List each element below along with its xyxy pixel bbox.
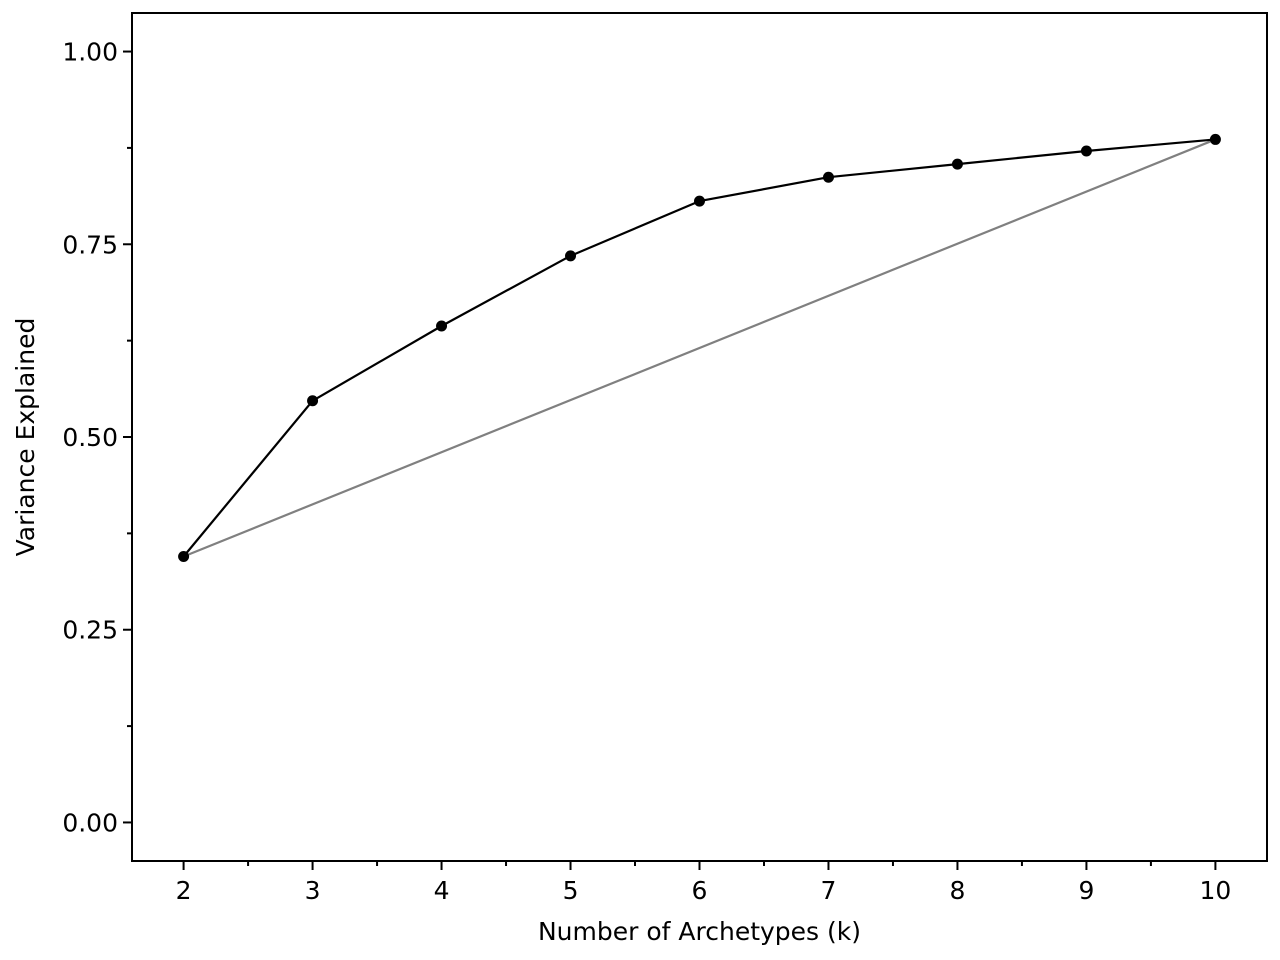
x-tick-label: 4 (434, 876, 450, 905)
data-point (951, 158, 963, 170)
y-tick-label: 0.75 (62, 230, 118, 259)
x-axis-ticks: 2 3 4 5 6 7 8 9 10 (176, 861, 1232, 905)
x-tick-label: 8 (950, 876, 966, 905)
data-point (822, 171, 834, 183)
y-tick-label: 0.25 (62, 616, 118, 645)
series-line-reference (182, 138, 1217, 558)
x-tick-label: 5 (563, 876, 579, 905)
y-axis-ticks: 0.00 0.25 0.50 0.75 1.00 (62, 38, 132, 837)
data-point (178, 550, 190, 562)
x-tick-label: 10 (1200, 876, 1232, 905)
data-point (1209, 133, 1221, 145)
data-point (565, 250, 577, 262)
x-tick-label: 9 (1078, 876, 1094, 905)
series-layer (178, 133, 1221, 562)
x-tick-label: 2 (176, 876, 192, 905)
y-axis-label: Variance Explained (11, 318, 40, 557)
x-tick-label: 7 (821, 876, 837, 905)
x-axis-label: Number of Archetypes (k) (538, 917, 861, 946)
y-tick-label: 0.50 (62, 423, 118, 452)
data-point (694, 195, 705, 207)
x-tick-label: 3 (305, 876, 321, 905)
data-point (1080, 145, 1092, 157)
x-tick-label: 6 (692, 876, 708, 905)
data-point (436, 320, 448, 332)
plot-frame (131, 12, 1268, 862)
data-point (307, 395, 319, 407)
y-tick-label: 1.00 (62, 38, 118, 67)
y-tick-label: 0.00 (62, 808, 118, 837)
